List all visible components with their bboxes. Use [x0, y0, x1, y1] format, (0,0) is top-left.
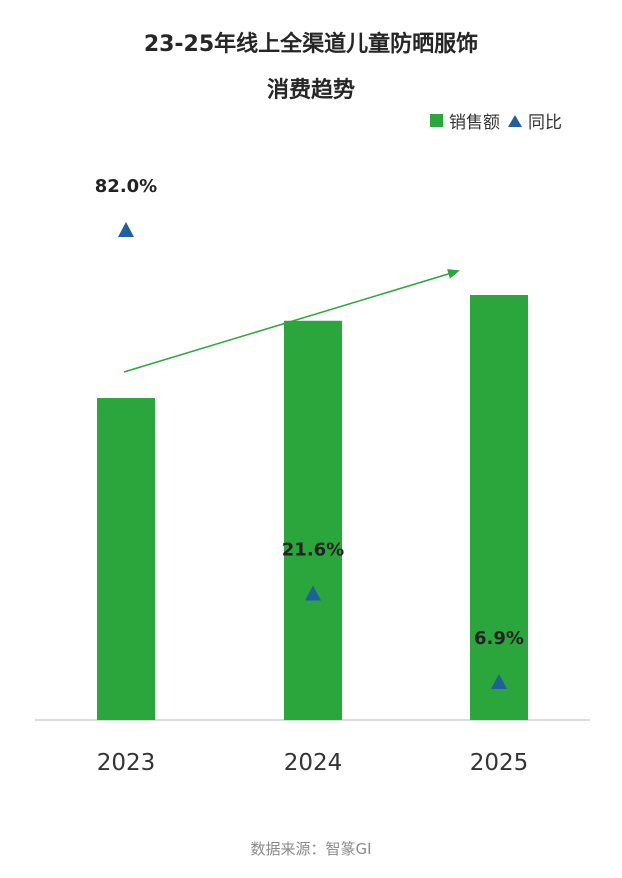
- yoy-data-label: 82.0%: [95, 176, 157, 197]
- trend-arrow: [123, 269, 460, 373]
- yoy-marker: [118, 222, 134, 237]
- legend-yoy-label: 同比: [528, 113, 562, 133]
- x-tick-label: 2025: [470, 750, 529, 776]
- bar-2025: [470, 295, 528, 720]
- chart-title-line1: 23-25年线上全渠道儿童防晒服饰: [143, 32, 479, 57]
- legend-item-yoy: 同比: [508, 108, 562, 133]
- data-source: 数据来源：智篆GI: [250, 840, 372, 858]
- x-tick-label: 2023: [97, 750, 156, 776]
- legend: 销售额 同比: [430, 108, 562, 133]
- yoy-data-label: 21.6%: [282, 540, 344, 561]
- yoy-marker: [305, 585, 321, 601]
- yoy-data-label: 6.9%: [474, 628, 524, 649]
- legend-sales-label: 销售额: [449, 113, 500, 133]
- bar-2024: [284, 320, 342, 720]
- legend-item-sales: 销售额: [430, 108, 500, 133]
- bar-2023: [97, 398, 155, 720]
- chart-title-line2: 消费趋势: [266, 78, 355, 103]
- legend-triangle-icon: [508, 114, 522, 127]
- yoy-marker: [491, 674, 507, 689]
- x-tick-label: 2024: [284, 750, 343, 776]
- legend-bar-swatch: [430, 114, 443, 127]
